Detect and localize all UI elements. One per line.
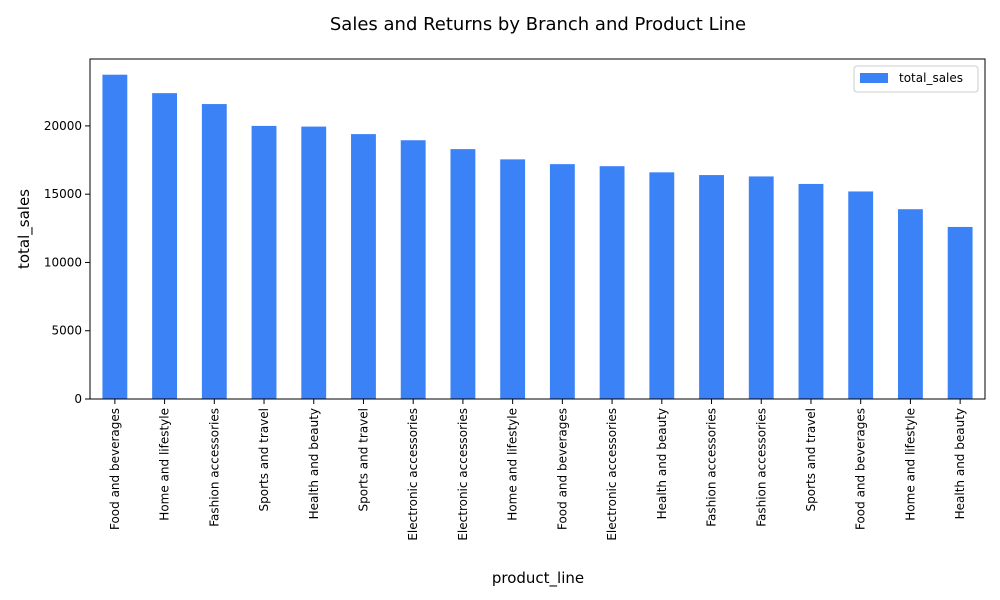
bar — [102, 74, 128, 399]
x-tick-label: Fashion accessories — [207, 408, 221, 527]
bar — [798, 183, 824, 399]
y-axis: 0 5000 10000 15000 20000 — [44, 119, 90, 406]
x-tick-label: Fashion accessories — [705, 408, 719, 527]
bar — [699, 175, 724, 399]
x-tick-label: Electronic accessories — [456, 408, 470, 541]
bar — [351, 134, 376, 399]
legend: total_sales — [853, 65, 979, 93]
legend-label: total_sales — [899, 71, 963, 85]
x-tick-label: Fashion accessories — [754, 408, 768, 527]
y-tick-label: 15000 — [44, 187, 82, 201]
y-tick-label: 0 — [74, 392, 82, 406]
x-tick-label: Health and beauty — [307, 408, 321, 519]
x-axis: Food and beverages Home and lifestyle Fash… — [108, 399, 967, 541]
bar — [400, 140, 426, 399]
bar — [897, 209, 923, 399]
x-tick-label: Electronic accessories — [406, 408, 420, 541]
bar — [848, 191, 874, 399]
legend-box — [853, 65, 979, 93]
x-tick-label: Electronic accessories — [605, 408, 619, 541]
x-tick-label: Sports and travel — [257, 408, 271, 511]
bar — [649, 172, 675, 399]
y-axis-label: total_sales — [15, 189, 34, 269]
bar — [947, 226, 973, 399]
bars-layer — [102, 74, 973, 400]
x-tick-label: Food and beverages — [854, 408, 868, 530]
bar — [549, 164, 575, 399]
x-tick-label: Sports and travel — [356, 408, 370, 511]
x-tick-label: Food and beverages — [555, 408, 569, 530]
plot-frame — [89, 58, 986, 400]
x-tick-label: Health and beauty — [655, 408, 669, 519]
x-tick-label: Sports and travel — [804, 408, 818, 511]
bar — [500, 159, 526, 399]
bar — [251, 125, 277, 400]
bar — [201, 104, 227, 399]
y-tick-label: 10000 — [44, 255, 82, 269]
x-tick-label: Health and beauty — [953, 408, 967, 519]
bar — [599, 166, 625, 399]
chart-title: Sales and Returns by Branch and Product … — [330, 14, 746, 35]
bar — [152, 93, 178, 400]
bar — [748, 176, 774, 399]
x-tick-label: Home and lifestyle — [506, 408, 520, 521]
x-tick-label: Food and beverages — [108, 408, 122, 530]
bar — [301, 126, 327, 399]
y-tick-label: 20000 — [44, 119, 82, 133]
x-axis-label: product_line — [492, 569, 584, 588]
y-tick-label: 5000 — [51, 324, 82, 338]
legend-swatch — [860, 73, 888, 83]
bar — [450, 149, 476, 399]
x-tick-label: Home and lifestyle — [903, 408, 917, 521]
x-tick-label: Home and lifestyle — [158, 408, 172, 521]
